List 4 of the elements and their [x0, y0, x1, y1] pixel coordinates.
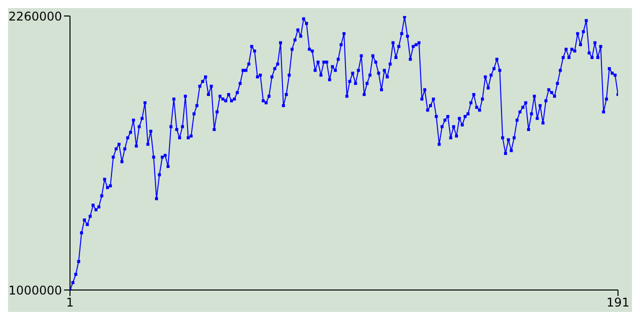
- y-tick-label: 1000000: [8, 283, 62, 298]
- y-tick-label: 2260000: [8, 9, 62, 24]
- x-tick-label: 191: [606, 296, 630, 310]
- x-tick-label: 1: [66, 296, 74, 310]
